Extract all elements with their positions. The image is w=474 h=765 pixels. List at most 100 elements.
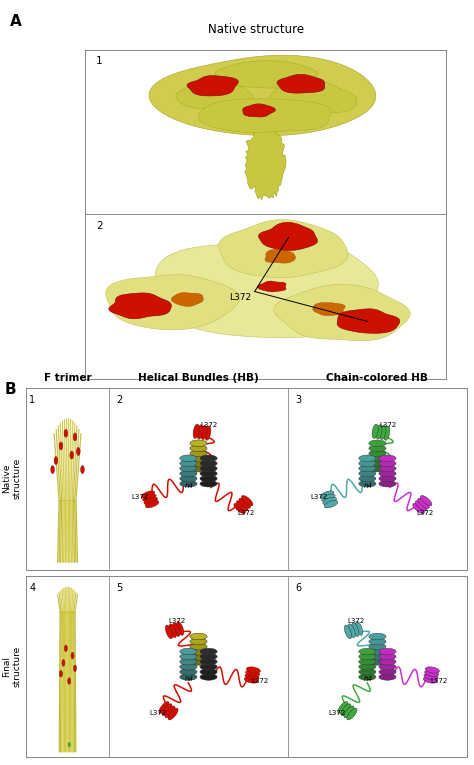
Ellipse shape (379, 480, 396, 487)
Ellipse shape (193, 424, 199, 438)
Ellipse shape (356, 621, 363, 635)
Ellipse shape (200, 470, 217, 477)
Ellipse shape (379, 653, 396, 660)
Text: 2: 2 (116, 396, 122, 405)
Ellipse shape (200, 455, 217, 461)
Ellipse shape (321, 494, 335, 501)
Ellipse shape (168, 708, 178, 720)
Ellipse shape (190, 649, 207, 655)
Ellipse shape (379, 674, 396, 680)
Ellipse shape (372, 424, 378, 438)
Ellipse shape (190, 633, 207, 640)
Ellipse shape (190, 465, 207, 472)
Polygon shape (313, 303, 345, 316)
Circle shape (68, 742, 70, 747)
Ellipse shape (418, 498, 429, 509)
Ellipse shape (376, 425, 382, 439)
Ellipse shape (239, 498, 250, 509)
Text: L372: L372 (229, 293, 251, 302)
Text: 4: 4 (29, 583, 36, 593)
Text: 5: 5 (116, 583, 122, 593)
Ellipse shape (423, 677, 438, 683)
Polygon shape (155, 239, 378, 338)
Text: L372: L372 (131, 494, 148, 500)
Circle shape (68, 678, 71, 685)
Ellipse shape (200, 460, 217, 467)
Text: Helical Bundles (HB): Helical Bundles (HB) (138, 373, 259, 382)
Ellipse shape (197, 425, 203, 439)
Circle shape (62, 659, 65, 666)
Ellipse shape (359, 455, 376, 461)
Ellipse shape (165, 706, 175, 718)
Ellipse shape (320, 491, 334, 498)
Ellipse shape (200, 648, 217, 655)
Ellipse shape (180, 663, 197, 670)
Text: L372: L372 (201, 422, 218, 428)
Ellipse shape (200, 659, 217, 665)
Ellipse shape (379, 648, 396, 655)
Ellipse shape (180, 653, 197, 660)
Ellipse shape (369, 455, 386, 462)
Ellipse shape (190, 638, 207, 645)
Ellipse shape (359, 674, 376, 680)
Text: L372: L372 (310, 494, 327, 500)
Circle shape (73, 433, 77, 441)
Ellipse shape (379, 669, 396, 675)
Text: 6: 6 (295, 583, 301, 593)
Ellipse shape (379, 465, 396, 472)
Polygon shape (257, 281, 286, 291)
Ellipse shape (425, 667, 439, 673)
Ellipse shape (369, 440, 386, 447)
Circle shape (73, 665, 76, 672)
Ellipse shape (144, 497, 157, 505)
Text: L372: L372 (150, 711, 167, 716)
Circle shape (76, 448, 80, 455)
Ellipse shape (146, 500, 159, 508)
Ellipse shape (244, 677, 258, 683)
Ellipse shape (180, 460, 197, 467)
Circle shape (64, 645, 67, 652)
Polygon shape (171, 293, 203, 306)
Ellipse shape (241, 496, 253, 506)
Circle shape (59, 442, 63, 450)
Ellipse shape (190, 643, 207, 650)
Text: 2: 2 (96, 221, 103, 231)
Text: F trimer: F trimer (44, 373, 91, 382)
Ellipse shape (159, 702, 169, 713)
Ellipse shape (369, 653, 386, 660)
Text: L372: L372 (417, 510, 434, 516)
Circle shape (54, 457, 58, 464)
Circle shape (64, 429, 68, 438)
Ellipse shape (359, 653, 376, 660)
Polygon shape (215, 60, 318, 88)
Text: A: A (9, 14, 21, 28)
Ellipse shape (173, 623, 180, 636)
Ellipse shape (359, 669, 376, 675)
Ellipse shape (415, 501, 427, 511)
Ellipse shape (338, 702, 348, 713)
Circle shape (81, 466, 84, 474)
Polygon shape (268, 82, 357, 116)
Ellipse shape (190, 440, 207, 447)
Polygon shape (149, 55, 376, 135)
Ellipse shape (190, 455, 207, 462)
Ellipse shape (379, 663, 396, 670)
Polygon shape (259, 223, 318, 250)
Ellipse shape (359, 659, 376, 665)
Ellipse shape (344, 625, 352, 639)
Ellipse shape (359, 470, 376, 477)
Ellipse shape (369, 643, 386, 650)
Ellipse shape (369, 450, 386, 457)
Text: Final
structure: Final structure (2, 646, 21, 687)
Ellipse shape (190, 450, 207, 457)
Polygon shape (109, 293, 171, 319)
Text: h4: h4 (185, 483, 194, 489)
Text: L372: L372 (380, 422, 397, 428)
Ellipse shape (352, 623, 359, 636)
Ellipse shape (246, 667, 261, 673)
Text: L372: L372 (328, 711, 346, 716)
Ellipse shape (180, 465, 197, 472)
Polygon shape (176, 81, 254, 109)
Ellipse shape (200, 465, 217, 472)
Ellipse shape (324, 500, 338, 508)
